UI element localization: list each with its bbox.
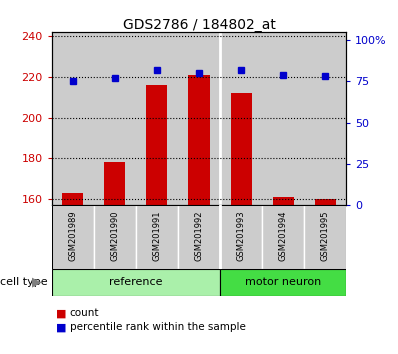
- Bar: [220, 269, 346, 296]
- Bar: [136, 205, 178, 269]
- Text: GDS2786 / 184802_at: GDS2786 / 184802_at: [123, 18, 275, 32]
- Bar: [94, 32, 136, 205]
- Text: GSM201991: GSM201991: [152, 211, 162, 261]
- Text: GSM201994: GSM201994: [279, 211, 288, 261]
- Bar: [62, 193, 83, 205]
- Bar: [52, 269, 220, 296]
- Text: reference: reference: [109, 277, 163, 287]
- Bar: [94, 205, 136, 269]
- Bar: [189, 75, 209, 205]
- Bar: [52, 32, 94, 205]
- Text: ▶: ▶: [32, 276, 42, 289]
- Bar: [136, 32, 178, 205]
- Bar: [178, 32, 220, 205]
- Text: percentile rank within the sample: percentile rank within the sample: [70, 322, 246, 332]
- Text: ■: ■: [56, 322, 66, 332]
- Text: GSM201989: GSM201989: [68, 211, 77, 261]
- Text: GSM201993: GSM201993: [236, 211, 246, 261]
- Bar: [304, 205, 346, 269]
- Text: GSM201990: GSM201990: [110, 211, 119, 261]
- Text: count: count: [70, 308, 99, 318]
- Text: GSM201995: GSM201995: [321, 211, 330, 261]
- Bar: [220, 205, 262, 269]
- Text: ■: ■: [56, 308, 66, 318]
- Bar: [273, 197, 294, 205]
- Bar: [146, 85, 168, 205]
- Bar: [52, 205, 94, 269]
- Bar: [230, 93, 252, 205]
- Bar: [178, 205, 220, 269]
- Bar: [304, 32, 346, 205]
- Bar: [262, 205, 304, 269]
- Text: motor neuron: motor neuron: [245, 277, 321, 287]
- Bar: [104, 162, 125, 205]
- Bar: [262, 32, 304, 205]
- Bar: [315, 199, 336, 205]
- Bar: [220, 32, 262, 205]
- Text: GSM201992: GSM201992: [195, 211, 203, 261]
- Text: cell type: cell type: [0, 277, 48, 287]
